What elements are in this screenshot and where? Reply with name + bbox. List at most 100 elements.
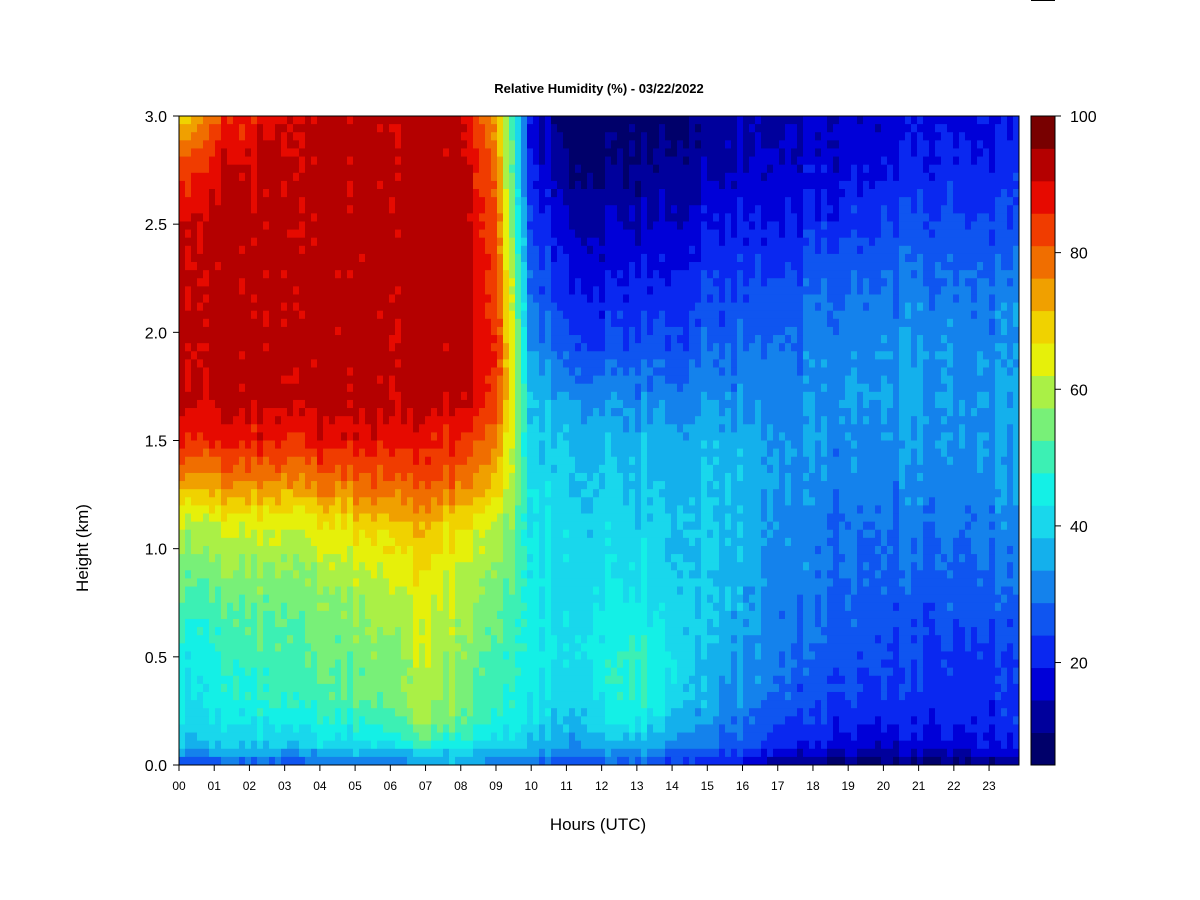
heatmap-cell [365, 570, 372, 580]
heatmap-cell [431, 148, 438, 158]
heatmap-cell [503, 675, 510, 685]
heatmap-cell [443, 481, 450, 490]
heatmap-cell [227, 140, 234, 150]
heatmap-cell [203, 116, 210, 125]
heatmap-cell [257, 756, 264, 765]
heatmap-cell [455, 375, 462, 385]
heatmap-cell [443, 351, 450, 360]
heatmap-cell [275, 180, 282, 190]
heatmap-cell [485, 148, 492, 158]
heatmap-cell [473, 594, 480, 604]
heatmap-cell [215, 554, 222, 563]
heatmap-cell [221, 408, 228, 417]
heatmap-cell [227, 635, 234, 644]
heatmap-cell [449, 367, 456, 377]
heatmap-cell [335, 740, 342, 750]
heatmap-cell [509, 700, 516, 709]
heatmap-cell [215, 335, 222, 344]
heatmap-cell [203, 375, 210, 385]
heatmap-cell [503, 497, 510, 506]
heatmap-cell [245, 408, 252, 417]
heatmap-cell [269, 310, 276, 320]
heatmap-cell [245, 351, 252, 360]
heatmap-cell [539, 164, 546, 174]
heatmap-cell [449, 408, 456, 417]
heatmap-cell [245, 343, 252, 352]
heatmap-cell [185, 399, 192, 409]
heatmap-cell [455, 627, 462, 636]
heatmap-cell [287, 116, 294, 125]
heatmap-cell [353, 383, 360, 393]
heatmap-cell [431, 691, 438, 701]
heatmap-cell [485, 448, 492, 458]
heatmap-cell [437, 278, 444, 287]
heatmap-cell [551, 270, 558, 279]
heatmap-cell [221, 294, 228, 304]
heatmap-cell [299, 578, 306, 588]
heatmap-cell [377, 213, 384, 223]
heatmap-cell [239, 294, 246, 304]
heatmap-cell [209, 310, 216, 320]
heatmap-cell [407, 318, 414, 328]
heatmap-cell [251, 237, 258, 247]
heatmap-cell [377, 359, 384, 369]
heatmap-cell [215, 464, 222, 474]
heatmap-cell [521, 172, 528, 182]
heatmap-cell [371, 197, 378, 206]
heatmap-cell [485, 286, 492, 296]
heatmap-cell [539, 716, 546, 726]
heatmap-cell [533, 383, 540, 393]
heatmap-cell [191, 375, 198, 385]
heatmap-cell [437, 659, 444, 669]
heatmap-cell [419, 172, 426, 182]
heatmap-cell [299, 205, 306, 214]
heatmap-cell [377, 570, 384, 580]
heatmap-cell [467, 245, 474, 255]
heatmap-cell [365, 424, 372, 433]
heatmap-cell [359, 302, 366, 312]
heatmap-cell [479, 513, 486, 523]
heatmap-cell [473, 756, 480, 765]
heatmap-cell [461, 124, 468, 133]
heatmap-cell [515, 343, 522, 352]
heatmap-cell [491, 351, 498, 360]
heatmap-cell [527, 302, 534, 312]
heatmap-cell [305, 383, 312, 393]
heatmap-cell [455, 691, 462, 701]
heatmap-cell [245, 586, 252, 596]
heatmap-cell [473, 691, 480, 701]
heatmap-cell [215, 740, 222, 750]
heatmap-cell [413, 351, 420, 360]
heatmap-cell [203, 497, 210, 506]
heatmap-cell [365, 756, 372, 765]
heatmap-cell [497, 529, 504, 539]
heatmap-cell [197, 116, 204, 125]
heatmap-cell [239, 124, 246, 133]
heatmap-cell [311, 610, 318, 620]
heatmap-cell [515, 529, 522, 539]
heatmap-cell [257, 326, 264, 336]
heatmap-cell [227, 278, 234, 287]
heatmap-cell [323, 286, 330, 296]
heatmap-cell [245, 148, 252, 158]
heatmap-cell [281, 302, 288, 312]
heatmap-cell [233, 635, 240, 644]
heatmap-cell [473, 375, 480, 385]
heatmap-cell [179, 440, 186, 450]
heatmap-cell [503, 140, 510, 150]
heatmap-cell [287, 464, 294, 474]
heatmap-cell [533, 302, 540, 312]
heatmap-cell [545, 197, 552, 206]
heatmap-cell [503, 286, 510, 296]
heatmap-cell [443, 318, 450, 328]
heatmap-cell [311, 464, 318, 474]
heatmap-cell [539, 586, 546, 596]
heatmap-cell [275, 513, 282, 523]
heatmap-cell [383, 140, 390, 150]
heatmap-cell [473, 618, 480, 628]
heatmap-cell [233, 513, 240, 523]
heatmap-cell [545, 189, 552, 198]
heatmap-cell [329, 432, 336, 442]
heatmap-cell [377, 205, 384, 214]
heatmap-cell [503, 627, 510, 636]
